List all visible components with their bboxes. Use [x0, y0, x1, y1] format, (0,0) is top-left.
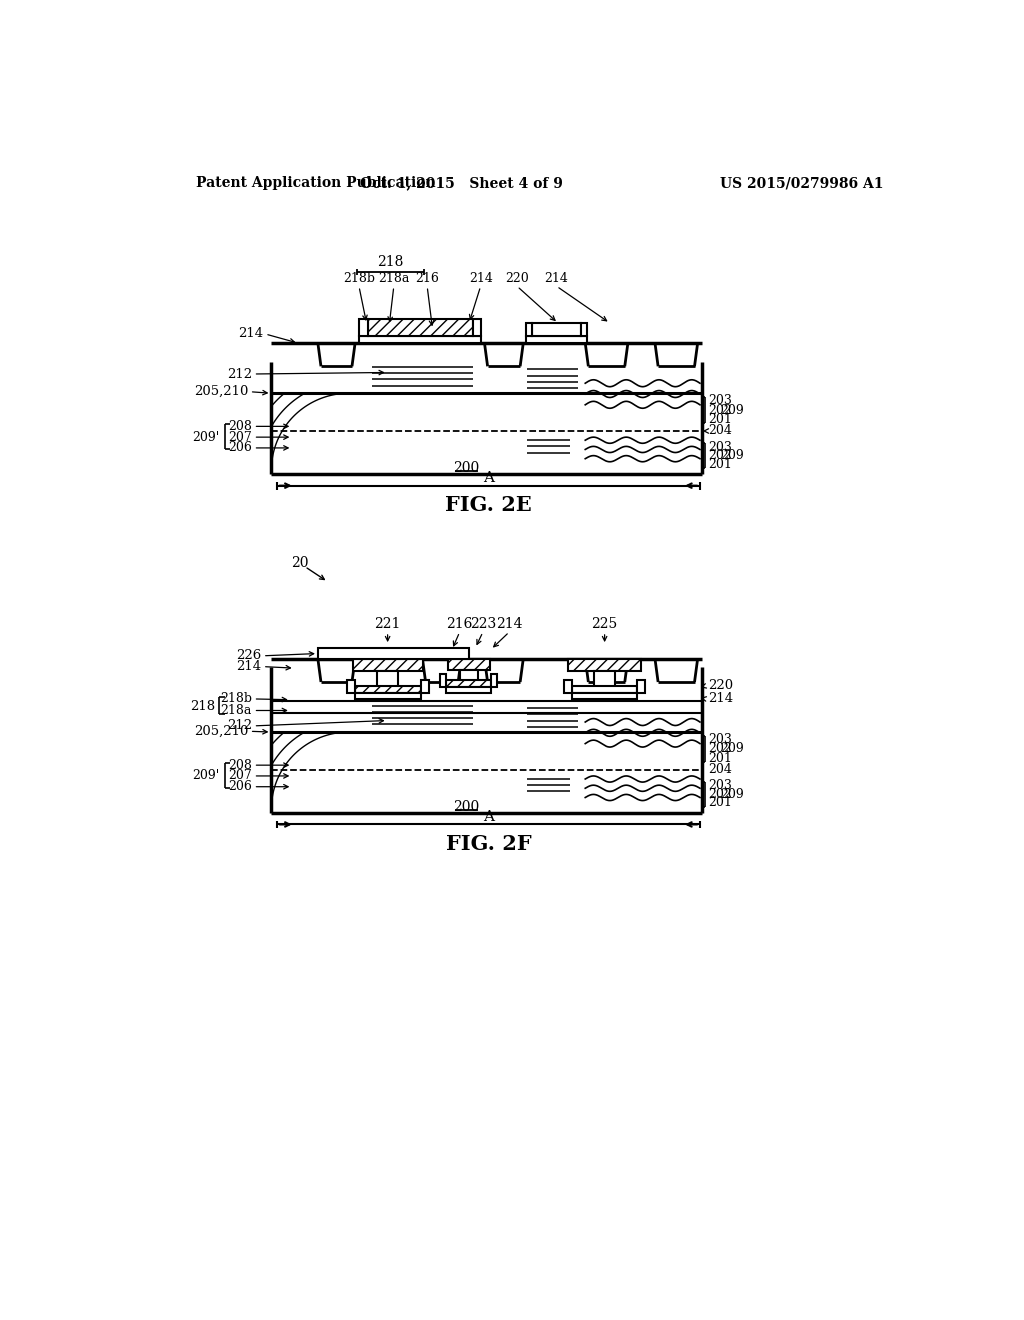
Text: 214: 214: [496, 618, 522, 631]
Bar: [525, 323, 531, 337]
Text: 212: 212: [227, 367, 252, 380]
Text: 208: 208: [228, 420, 252, 433]
Text: 212: 212: [227, 719, 252, 733]
Text: 206: 206: [228, 780, 252, 793]
Bar: [568, 659, 641, 671]
Text: 214: 214: [469, 272, 493, 285]
Bar: [347, 680, 355, 693]
Text: 220: 220: [505, 272, 529, 285]
Text: 221: 221: [375, 618, 400, 631]
Text: 205,210: 205,210: [194, 385, 248, 399]
Text: 203: 203: [708, 779, 731, 792]
Bar: [359, 337, 480, 343]
Text: 214: 214: [708, 693, 733, 705]
Bar: [531, 323, 581, 337]
Text: 205,210: 205,210: [194, 725, 248, 738]
Text: 216: 216: [415, 272, 439, 285]
Bar: [461, 669, 477, 686]
Text: 206: 206: [228, 441, 252, 454]
Text: A: A: [483, 809, 494, 824]
Bar: [352, 659, 423, 671]
Text: 209': 209': [193, 430, 219, 444]
Bar: [581, 323, 587, 337]
Text: 203: 203: [708, 441, 731, 454]
Text: 216: 216: [446, 618, 473, 631]
Bar: [564, 680, 572, 693]
Text: 201: 201: [708, 413, 731, 426]
Text: US 2015/0279986 A1: US 2015/0279986 A1: [721, 176, 884, 190]
Text: 204: 204: [708, 425, 731, 437]
Text: 20: 20: [291, 556, 308, 570]
Bar: [525, 337, 587, 343]
Bar: [377, 672, 398, 693]
Text: 209: 209: [720, 788, 743, 801]
Bar: [421, 680, 429, 693]
Bar: [490, 673, 497, 686]
Text: 202: 202: [708, 449, 731, 462]
Text: 214: 214: [237, 660, 261, 673]
Bar: [637, 680, 645, 693]
Bar: [355, 686, 421, 693]
Text: 202: 202: [708, 404, 731, 417]
Bar: [572, 693, 637, 700]
Text: 209: 209: [720, 404, 743, 417]
Bar: [359, 319, 369, 337]
Text: FIG. 2F: FIG. 2F: [445, 834, 531, 854]
Text: 209: 209: [720, 742, 743, 755]
Text: 201: 201: [708, 751, 731, 764]
Text: 208: 208: [228, 759, 252, 772]
Text: 201: 201: [708, 458, 731, 471]
Text: 220: 220: [708, 680, 733, 693]
Text: 218b: 218b: [343, 272, 375, 285]
Text: 203: 203: [708, 733, 731, 746]
Text: 207: 207: [228, 430, 252, 444]
Text: 225: 225: [592, 618, 617, 631]
Text: 223: 223: [470, 618, 496, 631]
Text: 209': 209': [193, 770, 219, 783]
Text: 214: 214: [239, 327, 263, 341]
Text: A: A: [483, 471, 494, 484]
Text: 200: 200: [454, 461, 480, 475]
Bar: [317, 648, 469, 659]
Text: 218a: 218a: [220, 704, 252, 717]
Text: FIG. 2E: FIG. 2E: [445, 495, 531, 515]
Text: 209: 209: [720, 449, 743, 462]
Bar: [445, 686, 490, 693]
Text: 214: 214: [545, 272, 568, 285]
Text: 218b: 218b: [220, 693, 252, 705]
Bar: [447, 659, 490, 669]
Text: Oct. 1, 2015   Sheet 4 of 9: Oct. 1, 2015 Sheet 4 of 9: [359, 176, 562, 190]
Bar: [355, 693, 421, 700]
Bar: [445, 680, 490, 686]
Bar: [369, 319, 473, 337]
Text: 226: 226: [237, 649, 261, 663]
Text: 218: 218: [189, 700, 215, 713]
Text: 218a: 218a: [378, 272, 410, 285]
Bar: [572, 686, 637, 693]
Text: 202: 202: [708, 788, 731, 801]
Text: Patent Application Publication: Patent Application Publication: [197, 176, 436, 190]
Text: 202: 202: [708, 742, 731, 755]
Text: 203: 203: [708, 395, 731, 408]
Text: 200: 200: [454, 800, 480, 813]
Bar: [439, 673, 445, 686]
Text: 204: 204: [708, 763, 731, 776]
Text: 207: 207: [228, 770, 252, 783]
Text: 218: 218: [378, 255, 403, 268]
Text: 201: 201: [708, 796, 731, 809]
Bar: [473, 319, 480, 337]
Bar: [594, 672, 615, 693]
